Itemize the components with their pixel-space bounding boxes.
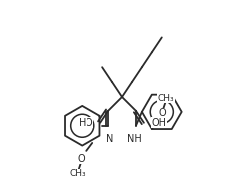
Text: CH₃: CH₃ — [158, 94, 174, 103]
Text: O: O — [159, 108, 166, 118]
Text: CH₃: CH₃ — [70, 169, 86, 178]
Text: OH: OH — [152, 118, 167, 128]
Text: N: N — [106, 134, 114, 144]
Text: H: H — [79, 118, 86, 128]
Text: O: O — [84, 118, 92, 128]
Text: NH: NH — [126, 134, 141, 144]
Text: O: O — [78, 154, 85, 164]
